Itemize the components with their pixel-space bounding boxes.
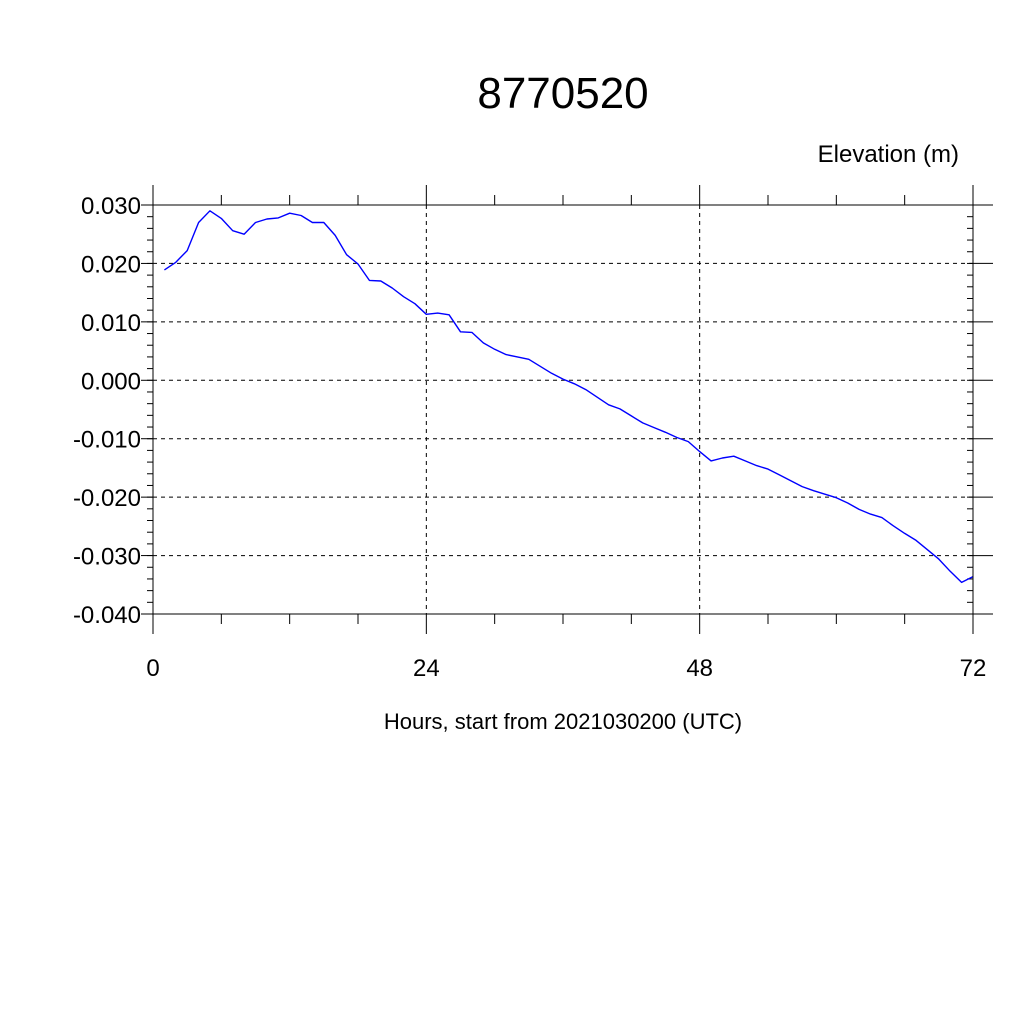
y-tick-label: -0.030 — [73, 544, 141, 571]
x-axis-label: Hours, start from 2021030200 (UTC) — [384, 709, 742, 734]
x-tick-label: 48 — [686, 655, 713, 682]
chart-subtitle: Elevation (m) — [818, 141, 959, 168]
tick-labels: 0.030 0.020 0.010 0.000 -0.010 -0.020 -0.030 -0… — [73, 193, 986, 682]
y-tick-label: 0.000 — [81, 368, 141, 395]
x-tick-label: 72 — [960, 655, 987, 682]
series-line — [164, 210, 974, 584]
series-layer — [164, 210, 974, 584]
x-tick-label: 0 — [146, 655, 159, 682]
y-tick-label: -0.020 — [73, 485, 141, 512]
axis-ticks — [141, 185, 993, 634]
plot-frame — [152, 204, 974, 615]
y-tick-label: 0.010 — [81, 310, 141, 337]
y-tick-label: -0.040 — [73, 602, 141, 629]
x-tick-label: 24 — [413, 655, 440, 682]
y-tick-label: 0.030 — [81, 193, 141, 220]
chart-title: 8770520 — [477, 69, 648, 118]
y-tick-label: -0.010 — [73, 427, 141, 454]
y-tick-label: 0.020 — [81, 251, 141, 278]
